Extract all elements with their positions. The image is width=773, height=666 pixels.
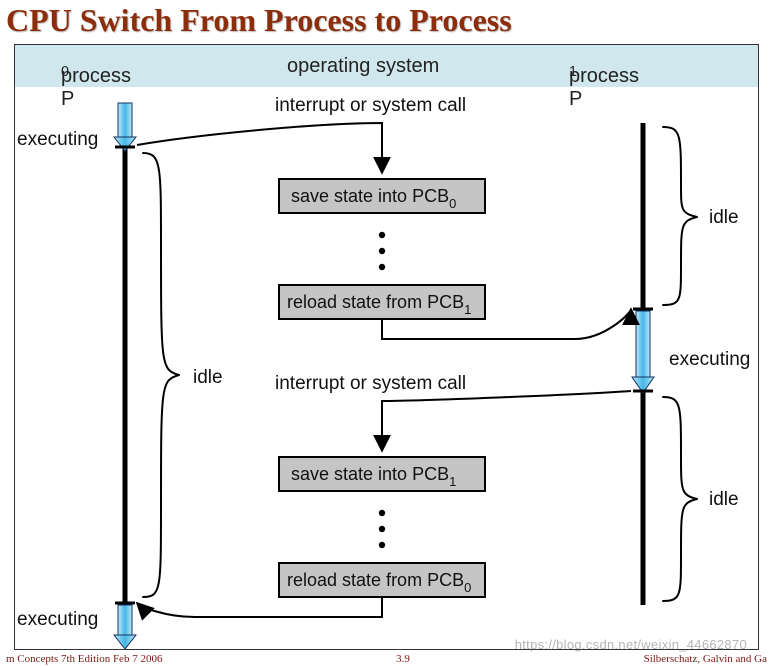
interrupt-label-1: interrupt or system call: [275, 95, 466, 116]
p1-idle-lower-label: idle: [709, 489, 739, 510]
p1-exec-arrow: [632, 311, 654, 393]
diagram-svg: interrupt or system call save state into…: [15, 45, 760, 651]
watermark-text: https://blog.csdn.net/weixin_44662870: [515, 637, 747, 652]
p0-executing-bottom-label: executing: [17, 609, 98, 630]
p0-exec-arrow-bottom: [114, 605, 136, 649]
slide-footer: m Concepts 7th Edition Feb 7 2006 3.9 Si…: [0, 653, 773, 666]
p0-idle-label: idle: [193, 367, 223, 388]
p0-executing-top-label: executing: [17, 129, 98, 150]
footer-right: Silberschatz, Galvin and Ga: [644, 653, 767, 665]
footer-left: m Concepts 7th Edition Feb 7 2006: [6, 653, 162, 665]
p0-exec-arrow-top: [114, 103, 136, 151]
arrow-reload0-to-p0: [137, 597, 382, 617]
diagram-frame: process P0 operating system process P1: [14, 44, 759, 650]
footer-center: 3.9: [396, 653, 410, 665]
arrow-p0-to-save0: [137, 123, 382, 173]
p1-idle-brace-lower: [663, 397, 697, 601]
page-title: CPU Switch From Process to Process: [0, 0, 773, 43]
p1-executing-label: executing: [669, 349, 750, 370]
arrow-p1-to-save1: [382, 391, 631, 451]
p1-idle-upper-label: idle: [709, 207, 739, 228]
interrupt-label-2: interrupt or system call: [275, 373, 466, 394]
p1-idle-brace-upper: [663, 127, 697, 305]
p0-idle-brace: [143, 153, 179, 597]
